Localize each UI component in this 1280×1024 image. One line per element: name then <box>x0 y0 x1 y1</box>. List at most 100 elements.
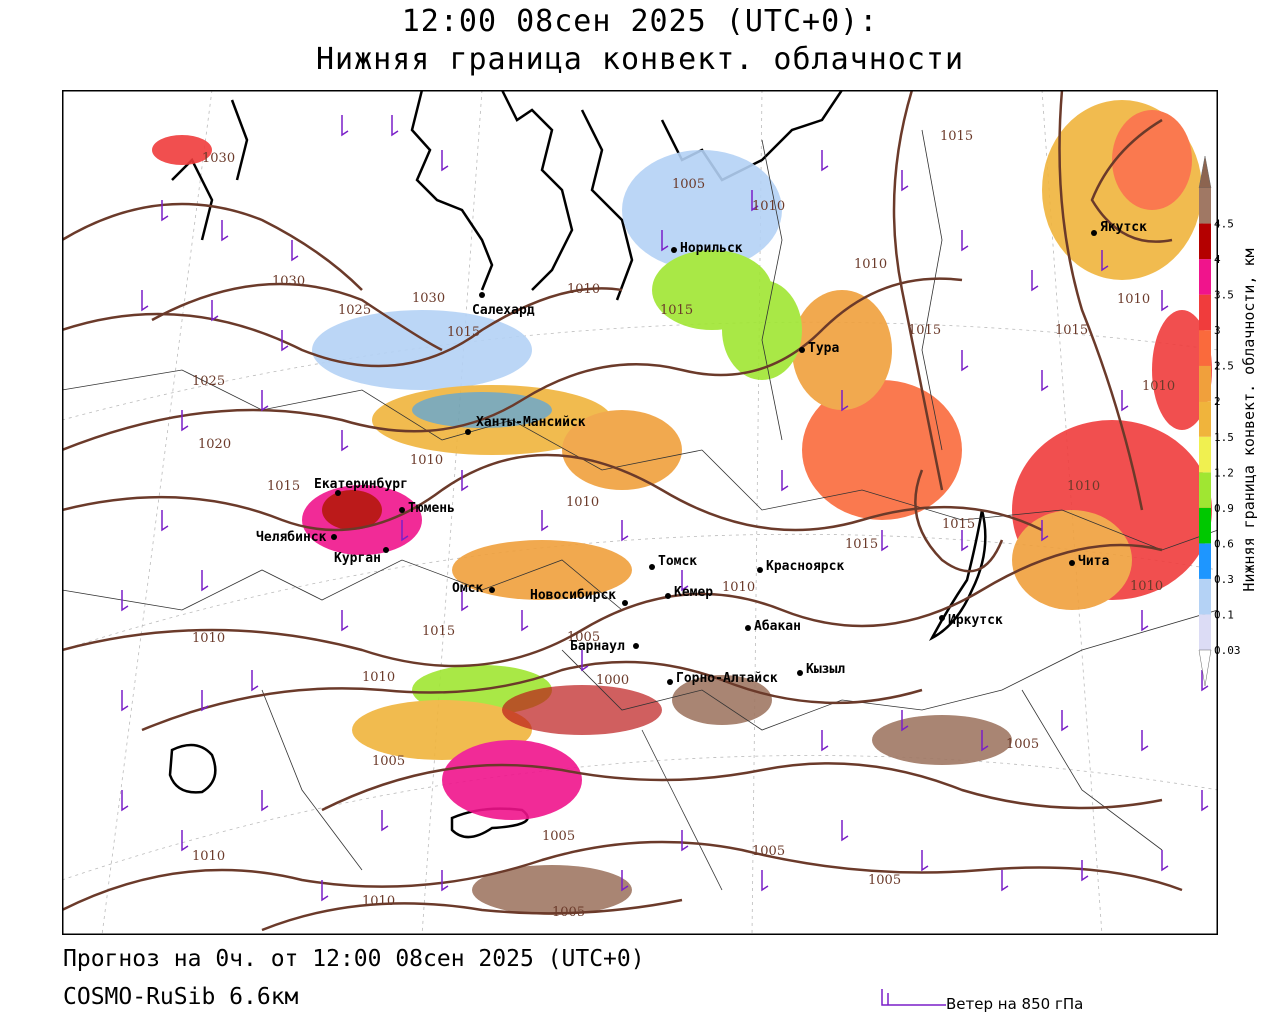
legend-tick-label: 2 <box>1214 395 1221 408</box>
legend-tick-label: 0.1 <box>1214 608 1234 621</box>
legend-swatch <box>1199 614 1211 650</box>
svg-text:Иркутск: Иркутск <box>948 613 1003 628</box>
isobar-label: 1030 <box>202 151 235 166</box>
city-yakutsk: Якутск <box>1091 220 1147 236</box>
legend-swatch <box>1199 401 1211 437</box>
city-kyzyl: Кызыл <box>797 662 845 677</box>
isobar-label: 1005 <box>868 873 901 888</box>
isobar-label: 1030 <box>272 274 305 289</box>
legend-top-arrow <box>1198 155 1212 189</box>
isobar-label: 1025 <box>338 303 371 318</box>
legend-tick-label: 1.5 <box>1214 431 1234 444</box>
isobar-label: 1005 <box>542 829 575 844</box>
svg-text:Нижняя граница конвект. облачн: Нижняя граница конвект. облачности, км <box>1240 248 1258 591</box>
wind-barbs <box>121 115 1209 902</box>
svg-text:Омск: Омск <box>452 581 483 596</box>
city-tura: Тура <box>799 341 839 356</box>
legend-tick-label: 3 <box>1214 324 1221 337</box>
isobar-label: 1005 <box>672 177 705 192</box>
isobar-label: 1015 <box>908 323 941 338</box>
isobar-label: 1010 <box>854 257 887 272</box>
svg-text:Якутск: Якутск <box>1100 220 1147 235</box>
svg-text:Норильск: Норильск <box>680 241 743 256</box>
isobar-labels: 1030 1030 1025 1030 1015 1025 1020 1010 … <box>192 129 1175 920</box>
isobar-label: 1010 <box>567 282 600 297</box>
svg-text:Кемер: Кемер <box>674 585 713 600</box>
city-salekhard: Салехард <box>472 292 535 318</box>
isobar-label: 1005 <box>1006 737 1039 752</box>
isobar-label: 1015 <box>447 325 480 340</box>
svg-text:Барнаул: Барнаул <box>570 639 625 654</box>
city-omsk: Омск <box>452 581 495 596</box>
isobar-label: 1015 <box>422 624 455 639</box>
model-name: COSMO-RuSib 6.6км <box>63 984 299 1010</box>
city-markers: Якутск Норильск Салехард Тура Ханты-Манс… <box>256 220 1147 686</box>
svg-text:Екатеринбург: Екатеринбург <box>314 477 408 492</box>
isobar-label: 1010 <box>1130 579 1163 594</box>
color-legend: 0.03 0.1 0.3 0.6 0.9 1.2 1.5 2 2.5 3 3.5 4 4.5 <box>1198 155 1241 687</box>
legend-swatch <box>1199 223 1211 260</box>
legend-title: Нижняя граница конвект. облачности, км <box>1240 248 1258 591</box>
svg-text:Горно-Алтайск: Горно-Алтайск <box>676 671 778 686</box>
legend-swatch <box>1199 507 1211 544</box>
svg-text:Тура: Тура <box>808 341 839 356</box>
isobar-label: 1015 <box>660 303 693 318</box>
isobar-label: 1010 <box>1142 379 1175 394</box>
city-kemerovo: Кемер <box>665 585 713 600</box>
legend-tick-label: 3.5 <box>1214 289 1234 302</box>
isobar-label: 1025 <box>192 374 225 389</box>
title-time: 12:00 08сен 2025 (UTC+0): <box>401 4 879 39</box>
city-tomsk: Томск <box>649 554 697 570</box>
legend-swatch <box>1199 472 1211 508</box>
city-chita: Чита <box>1069 554 1109 569</box>
isobar-label: 1010 <box>1067 479 1100 494</box>
svg-text:Тюмень: Тюмень <box>408 501 455 516</box>
svg-text:Кызыл: Кызыл <box>806 662 845 677</box>
svg-text:Томск: Томск <box>658 554 697 569</box>
isobar-label: 1015 <box>267 479 300 494</box>
legend-tick-label: 1.2 <box>1214 466 1234 479</box>
isobar-label: 1010 <box>362 670 395 685</box>
legend-tick-label: 0.3 <box>1214 573 1234 586</box>
legend-bottom-arrow <box>1198 649 1212 687</box>
city-norilsk: Норильск <box>671 241 743 256</box>
legend-tick-label: 4 <box>1214 253 1221 266</box>
title-parameter: Нижняя граница конвект. облачности <box>315 42 965 77</box>
legend-swatch <box>1199 365 1211 402</box>
city-tyumen: Тюмень <box>399 501 455 516</box>
svg-text:Абакан: Абакан <box>754 619 801 634</box>
isobar-label: 1015 <box>1055 323 1088 338</box>
isobar-label: 1010 <box>752 199 785 214</box>
legend-swatch <box>1199 436 1211 473</box>
wind-legend-icon <box>881 989 946 1006</box>
legend-swatch <box>1199 188 1211 224</box>
isobar-label: 1005 <box>752 844 785 859</box>
isobar-label: 1010 <box>192 849 225 864</box>
legend-swatch <box>1199 294 1211 331</box>
city-irkutsk: Иркутск <box>939 613 1003 628</box>
borders <box>62 129 1218 891</box>
isobar-label: 1015 <box>942 517 975 532</box>
city-chelyabinsk: Челябинск <box>256 530 337 545</box>
isobar-label: 1010 <box>1117 292 1150 307</box>
isobar-label: 1010 <box>722 580 755 595</box>
city-kurgan: Курган <box>334 547 389 566</box>
legend-swatch <box>1199 578 1211 615</box>
isobar-label: 1005 <box>372 754 405 769</box>
isobar-label: 1000 <box>596 673 629 688</box>
isobar-lines <box>62 90 1183 932</box>
svg-text:Чита: Чита <box>1078 554 1109 569</box>
svg-text:Курган: Курган <box>334 551 381 566</box>
legend-swatch <box>1199 259 1211 295</box>
legend-tick-label: 0.6 <box>1214 537 1234 550</box>
wind-legend-label: Ветер на 850 гПа <box>946 995 1084 1013</box>
forecast-info: Прогноз на 0ч. от 12:00 08сен 2025 (UTC+… <box>63 946 645 972</box>
legend-tick-label: 4.5 <box>1214 218 1234 231</box>
legend-tick-label: 0.03 <box>1214 644 1241 657</box>
isobar-label: 1020 <box>198 437 231 452</box>
isobar-label: 1005 <box>552 905 585 920</box>
isobar-label: 1015 <box>940 129 973 144</box>
coastlines <box>168 90 987 839</box>
city-barnaul: Барнаул <box>570 639 639 654</box>
isobar-label: 1015 <box>845 537 878 552</box>
